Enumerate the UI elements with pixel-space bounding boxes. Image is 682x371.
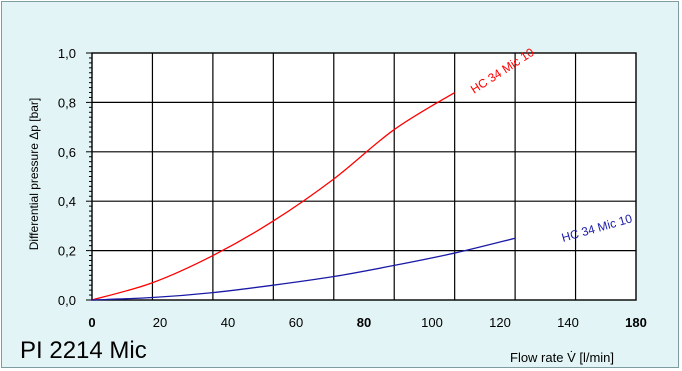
y-minor-ticks <box>86 52 92 301</box>
series-line-red <box>91 91 456 301</box>
grid <box>91 52 637 301</box>
x-tick-label: 140 <box>557 315 579 330</box>
y-tick-label: 0,0 <box>58 293 76 308</box>
x-tick-label: 20 <box>153 315 167 330</box>
x-tick-label: 60 <box>289 315 303 330</box>
x-tick-label: 40 <box>221 315 235 330</box>
y-tick-label: 0,6 <box>58 145 76 160</box>
x-axis-title: Flow rate V̇ [l/min] <box>510 350 615 365</box>
x-tick-label: 180 <box>625 315 647 330</box>
y-tick-label: 0,4 <box>58 194 76 209</box>
tick-labels: 0 20 40 60 80 100 120 140 180 0,0 0,2 0,4 0,6 0,8 1,0 <box>58 46 647 330</box>
y-tick-label: 0,2 <box>58 244 76 259</box>
plot-area <box>91 52 637 301</box>
x-tick-label: 120 <box>489 315 511 330</box>
x-tick-label: 0 <box>88 315 95 330</box>
y-axis-title: Differential pressure Δp [bar] <box>27 98 41 251</box>
x-tick-label: 100 <box>421 315 443 330</box>
y-tick-label: 0,8 <box>58 95 76 110</box>
product-title: PI 2214 Mic <box>20 337 147 364</box>
x-tick-label: 80 <box>357 315 371 330</box>
series-lines <box>91 91 516 301</box>
series-line-blue <box>91 237 516 301</box>
y-tick-label: 1,0 <box>58 46 76 61</box>
